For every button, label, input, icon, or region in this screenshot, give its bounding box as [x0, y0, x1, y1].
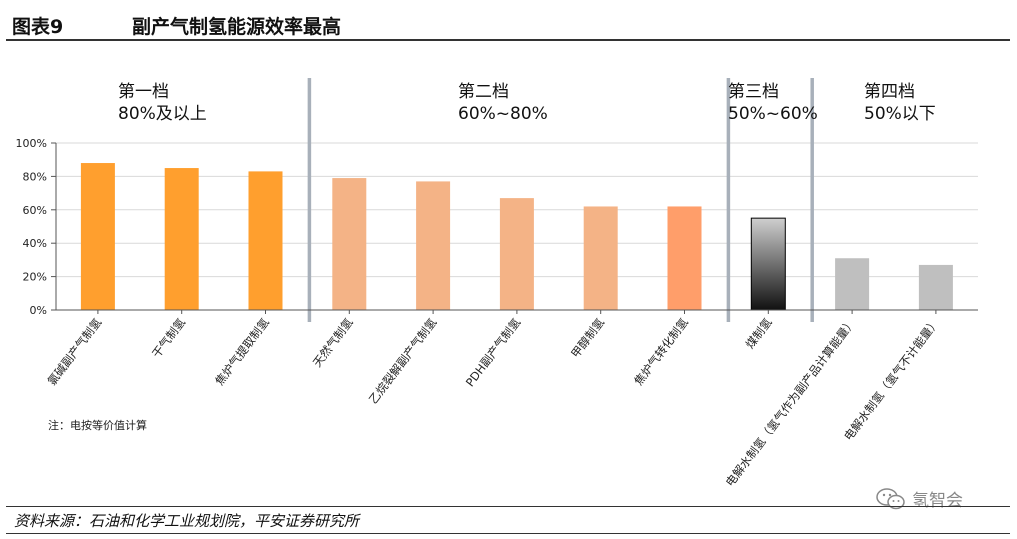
y-tick-label: 40% — [23, 237, 47, 250]
category-label: 煤制氢 — [743, 315, 775, 351]
category-label: 干气制氢 — [149, 315, 188, 361]
figure-number: 图表9 — [12, 16, 64, 38]
y-tick-label: 20% — [23, 271, 47, 284]
bar — [416, 181, 451, 310]
tier-label: 第三档 — [728, 82, 779, 102]
bar — [667, 206, 702, 310]
category-label: 乙烷裂解副产气制氢 — [366, 315, 440, 406]
category-label: 焦炉气提取制氢 — [212, 315, 272, 388]
category-label: 焦炉气转化制氢 — [631, 315, 691, 388]
y-tick-label: 100% — [16, 137, 47, 150]
chart-note: 注：电按等价值计算 — [48, 419, 147, 432]
figure-title-bar: 图表9 副产气制氢能源效率最高 — [6, 3, 1010, 41]
category-label: 甲醇制氢 — [568, 315, 607, 361]
category-label: 天然气制氢 — [310, 315, 356, 370]
source-bar: 资料来源：石油和化学工业规划院，平安证券研究所 — [6, 506, 1010, 534]
tier-label: 第四档 — [864, 82, 915, 102]
tier-range: 50%以下 — [864, 104, 936, 124]
bar — [248, 171, 283, 310]
bar — [918, 264, 953, 310]
category-label: 电解水制氢（氢气不计能量） — [841, 315, 942, 443]
category-label: PDH副产气制氢 — [463, 315, 524, 389]
bar — [583, 206, 618, 310]
y-tick-label: 80% — [23, 170, 47, 183]
bar — [835, 258, 870, 310]
bar — [499, 198, 534, 310]
y-tick-label: 0% — [30, 304, 47, 317]
wechat-icon — [876, 487, 905, 509]
tier-range: 50%~60% — [728, 104, 818, 124]
bar — [750, 217, 786, 311]
figure-title: 副产气制氢能源效率最高 — [132, 16, 342, 38]
tier-range: 80%及以上 — [118, 104, 207, 124]
y-tick-label: 60% — [23, 204, 47, 217]
bar — [332, 178, 367, 310]
tier-label: 第一档 — [118, 82, 169, 102]
tier-range: 60%~80% — [458, 104, 548, 124]
category-label: 氯碱副产气制氢 — [45, 315, 105, 388]
bar — [164, 168, 199, 310]
source-text: 资料来源：石油和化学工业规划院，平安证券研究所 — [14, 512, 360, 530]
bar — [80, 163, 115, 310]
tier-label: 第二档 — [458, 82, 509, 102]
